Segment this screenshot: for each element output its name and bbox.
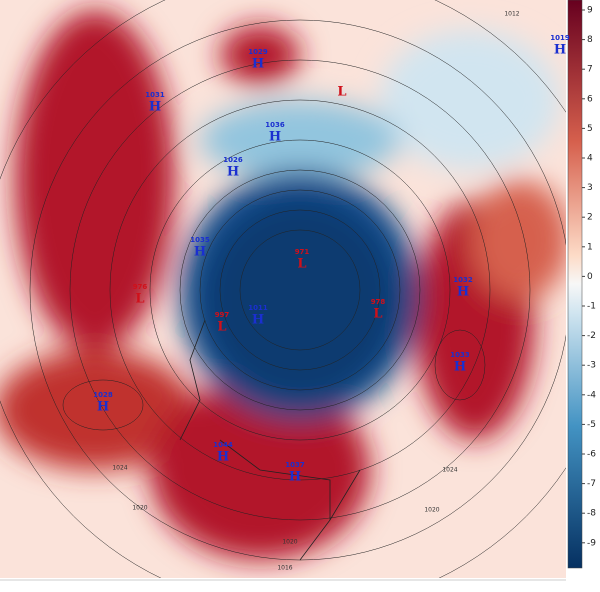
isobar-label: 1016 [277, 565, 292, 572]
center-pressure: 1036 [265, 121, 285, 129]
colorbar-label: 6 [587, 94, 593, 104]
center-pressure: 1029 [248, 48, 268, 56]
colorbar-label: 4 [587, 154, 593, 164]
center-letter: L [297, 257, 306, 272]
center-pressure: 1037 [285, 461, 305, 469]
colorbar-label: -9 [587, 538, 596, 548]
center-letter: L [337, 85, 346, 100]
center-letter: H [554, 43, 566, 58]
colorbar-label: -1 [587, 302, 596, 312]
center-letter: H [252, 313, 264, 328]
center-letter: L [217, 320, 226, 335]
isobar-label: 1020 [282, 539, 297, 546]
colorbar-label: -6 [587, 450, 596, 460]
center-letter: L [373, 307, 382, 322]
isobar-label: 1024 [442, 467, 457, 474]
center-pressure: 1026 [223, 156, 243, 164]
colorbar-label: 1 [587, 242, 593, 252]
center-letter: H [149, 100, 161, 115]
isobar-label: 1020 [132, 505, 147, 512]
colorbar-label: -4 [587, 390, 596, 400]
center-pressure: 1033 [450, 351, 470, 359]
colorbar-label: 9 [587, 6, 593, 16]
center-pressure: 997 [215, 311, 230, 319]
colorbar-label: -8 [587, 509, 596, 519]
center-pressure: 1032 [453, 276, 473, 284]
colorbar-label: -2 [587, 331, 596, 341]
center-pressure: 1035 [190, 236, 210, 244]
colorbar-label: 5 [587, 124, 593, 134]
isobar-label: 1012 [504, 11, 519, 18]
colorbar-label: 3 [587, 183, 593, 193]
colorbar-label: 2 [587, 213, 593, 223]
colorbar-label: -7 [587, 479, 596, 489]
center-letter: H [97, 400, 109, 415]
colorbar-label: 0 [587, 272, 593, 282]
center-pressure: 1019 [550, 34, 570, 42]
center-letter: L [135, 292, 144, 307]
colorbar-label: -5 [587, 420, 596, 430]
center-letter: H [194, 245, 206, 260]
colorbar-label: 7 [587, 65, 593, 75]
isobar-label: 1020 [424, 507, 439, 514]
center-letter: H [227, 165, 239, 180]
colorbar-label: -3 [587, 361, 596, 371]
center-letter: H [269, 130, 281, 145]
center-pressure: 1044 [213, 441, 233, 449]
center-pressure: 978 [371, 298, 386, 306]
coastline [179, 319, 361, 561]
center-letter: H [217, 450, 229, 465]
center-pressure: 1028 [93, 391, 113, 399]
center-letter: H [454, 360, 466, 375]
center-letter: H [252, 57, 264, 72]
center-letter: H [457, 285, 469, 300]
center-pressure: 1031 [145, 91, 165, 99]
isobar-label: 1024 [112, 465, 127, 472]
center-pressure: 1011 [248, 304, 268, 312]
center-pressure: 976 [133, 283, 148, 291]
colorbar-label: 8 [587, 35, 593, 45]
colorbar [567, 0, 583, 569]
center-letter: H [289, 470, 301, 485]
center-pressure: 971 [295, 248, 310, 256]
